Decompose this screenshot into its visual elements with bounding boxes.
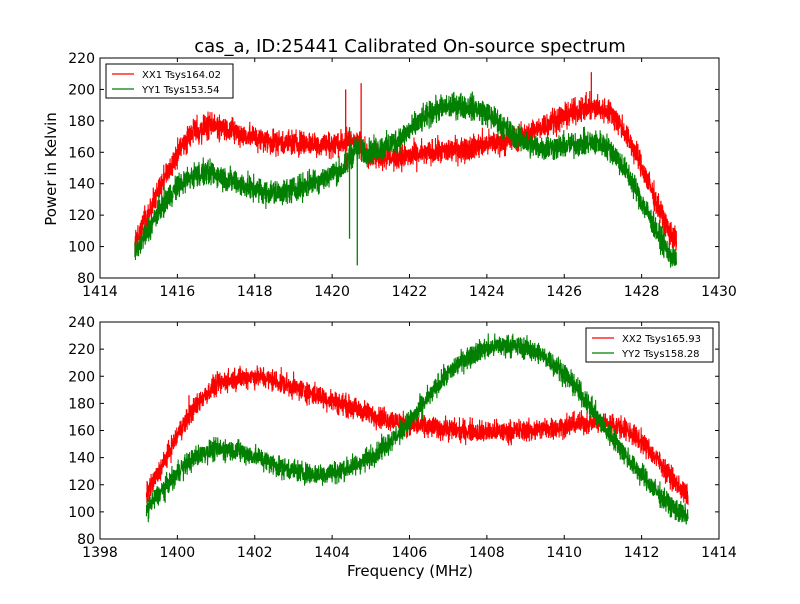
bottom-panel: 1398 1400 1402 1404 1406 1408 1410 1412 1414 80 10… [68, 315, 737, 561]
x-tick-label: 1418 [237, 284, 273, 300]
y-tick-label: 220 [68, 342, 95, 358]
series-line-2 [134, 91, 677, 268]
y-tick-label: 200 [68, 82, 95, 98]
y-tick-label: 180 [68, 396, 95, 412]
legend-entry: YY1 Tsys153.54 [141, 85, 220, 96]
y-tick-label: 80 [77, 271, 95, 287]
x-tick-label: 1410 [546, 545, 582, 561]
y-tick-label: 100 [68, 505, 95, 521]
legend-box [585, 327, 714, 363]
x-tick-label: 1414 [701, 545, 737, 561]
x-tick-label: 1424 [469, 284, 505, 300]
y-tick-label: 240 [68, 315, 95, 331]
top-panel: 1414 1416 1418 1420 1422 1424 1426 1428 1430 80 10… [68, 51, 737, 300]
y-tick-label: 100 [68, 240, 95, 256]
series-line-2 [145, 333, 689, 525]
series-line-1 [134, 90, 677, 256]
x-tick-label: 1420 [314, 284, 350, 300]
y-tick-label: 160 [68, 424, 95, 440]
x-tick-label: 1414 [82, 284, 118, 300]
x-tick-label: 1406 [392, 545, 428, 561]
x-tick-label: 1416 [160, 284, 196, 300]
legend-entry: YY2 Tsys158.28 [621, 349, 700, 360]
x-tick-label: 1408 [469, 545, 505, 561]
y-tick-label: 160 [68, 145, 95, 161]
legend: XX2 Tsys165.93 YY2 Tsys158.28 [585, 327, 714, 363]
y-tick-label: 180 [68, 114, 95, 130]
series-line-1 [145, 365, 689, 505]
top-y-axis-label: Power in Kelvin [42, 112, 60, 226]
x-tick-label: 1400 [160, 545, 196, 561]
y-tick-label: 140 [68, 177, 95, 193]
x-tick-label: 1426 [546, 284, 582, 300]
x-tick-label: 1398 [82, 545, 118, 561]
y-tick-label: 120 [68, 208, 95, 224]
y-tick-label: 220 [68, 51, 95, 67]
legend-entry: XX2 Tsys165.93 [622, 334, 701, 345]
legend-entry: XX1 Tsys164.02 [142, 70, 221, 81]
y-tick-label: 80 [77, 532, 95, 548]
y-tick-label: 200 [68, 369, 95, 385]
legend-box [105, 63, 234, 99]
x-tick-label: 1430 [701, 284, 737, 300]
y-tick-label: 120 [68, 478, 95, 494]
chart-title: cas_a, ID:25441 Calibrated On-source spe… [194, 36, 625, 57]
bottom-x-axis-label: Frequency (MHz) [347, 562, 473, 580]
legend: XX1 Tsys164.02 YY1 Tsys153.54 [105, 63, 234, 99]
y-tick-label: 140 [68, 451, 95, 467]
x-tick-label: 1412 [624, 545, 660, 561]
x-tick-label: 1422 [392, 284, 428, 300]
x-tick-label: 1402 [237, 545, 273, 561]
x-tick-label: 1404 [314, 545, 350, 561]
x-tick-label: 1428 [624, 284, 660, 300]
